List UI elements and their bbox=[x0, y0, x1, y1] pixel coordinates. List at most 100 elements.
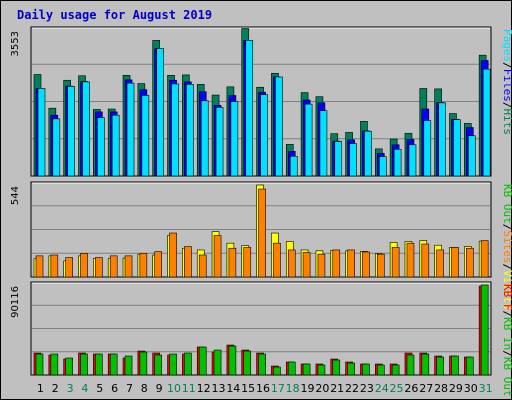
legend-entry: / bbox=[501, 224, 512, 231]
bar-kbytes-kb-in bbox=[480, 284, 489, 376]
bar-kbytes-kb-in bbox=[362, 363, 370, 376]
bar-hits-pages bbox=[260, 94, 268, 177]
bar-hits-pages bbox=[349, 143, 357, 177]
bar-visits-sites bbox=[376, 253, 385, 278]
x-tick-label: 28 bbox=[434, 382, 448, 395]
bar-kbytes-kb-in bbox=[421, 353, 430, 376]
bar-kbytes-kb-in bbox=[302, 363, 311, 376]
bar-visits-sites bbox=[391, 247, 400, 278]
bar-hits-pages bbox=[200, 100, 209, 177]
axis-max-label-hits: 3553 bbox=[10, 31, 21, 56]
bar-hits-pages bbox=[319, 110, 328, 177]
legend-entry: / bbox=[501, 311, 512, 318]
bar-kbytes-kb-in bbox=[50, 353, 59, 376]
bar-kbytes-kb-in bbox=[406, 354, 415, 376]
bar-hits-pages bbox=[156, 48, 165, 177]
x-tick-label: 12 bbox=[197, 382, 211, 395]
x-tick-label: 7 bbox=[126, 382, 133, 395]
bar-visits-sites bbox=[80, 253, 88, 278]
x-tick-label: 17 bbox=[271, 382, 285, 395]
bar-hits-pages bbox=[289, 155, 298, 177]
bar-kbytes-kb-in bbox=[80, 353, 88, 376]
x-tick-label: 10 bbox=[167, 382, 181, 395]
x-tick-label: 13 bbox=[211, 382, 225, 395]
bar-visits-sites bbox=[347, 249, 355, 278]
bar-kbytes-kb-in bbox=[451, 355, 459, 376]
bar-kbytes-kb-in bbox=[317, 364, 326, 376]
x-tick-label: 3 bbox=[67, 382, 74, 395]
bar-visits-sites bbox=[109, 255, 118, 278]
bar-visits-sites bbox=[124, 255, 133, 278]
bar-hits-pages bbox=[82, 81, 90, 177]
x-tick-label: 8 bbox=[141, 382, 148, 395]
bar-hits-pages bbox=[334, 141, 343, 177]
bar-visits-sites bbox=[421, 243, 430, 278]
bar-visits-sites bbox=[273, 242, 281, 278]
bar-visits-sites bbox=[95, 257, 103, 278]
bar-visits-sites bbox=[228, 247, 237, 278]
bar-hits-pages bbox=[378, 156, 387, 177]
legend-entry: KB Out bbox=[501, 357, 512, 397]
bar-hits-pages bbox=[438, 102, 446, 177]
bar-visits-sites bbox=[35, 255, 44, 278]
bar-visits-sites bbox=[154, 251, 163, 278]
bar-hits-pages bbox=[408, 144, 417, 177]
x-tick-label: 22 bbox=[345, 382, 359, 395]
x-tick-label: 6 bbox=[111, 382, 118, 395]
chart-title: Daily usage for August 2019 bbox=[17, 8, 213, 22]
bar-hits-pages bbox=[482, 68, 491, 177]
legend-entry: Hits bbox=[501, 109, 512, 136]
bar-hits-pages bbox=[453, 119, 461, 177]
axis-max-label-kbytes: 90116 bbox=[10, 286, 21, 318]
x-tick-label: 11 bbox=[182, 382, 196, 395]
bar-visits-sites bbox=[258, 188, 266, 278]
bar-kbytes-kb-in bbox=[213, 349, 222, 376]
bar-kbytes-kb-in bbox=[109, 353, 118, 376]
bar-hits-pages bbox=[245, 40, 254, 177]
legend-entry: / bbox=[501, 102, 512, 109]
legend-entry: Visits bbox=[501, 270, 512, 310]
legend-entry: / bbox=[501, 350, 512, 357]
bar-hits-pages bbox=[52, 118, 61, 177]
x-tick-label: 31 bbox=[479, 382, 493, 395]
bar-visits-sites bbox=[65, 257, 73, 278]
bar-kbytes-kb-in bbox=[376, 364, 385, 376]
bar-visits-sites bbox=[198, 254, 207, 278]
bar-visits-sites bbox=[317, 253, 326, 278]
legend-hits: Pages/Files/Hits bbox=[501, 29, 512, 135]
legend-entry: KB In bbox=[501, 317, 512, 350]
bar-hits-pages bbox=[67, 86, 75, 177]
bar-visits-sites bbox=[287, 249, 296, 278]
bar-kbytes-kb-in bbox=[436, 356, 444, 376]
bar-hits-pages bbox=[230, 101, 239, 177]
x-tick-label: 4 bbox=[81, 382, 88, 395]
bar-visits-sites bbox=[169, 232, 177, 278]
legend-kbytes: KB F/KB In/KB Out bbox=[501, 284, 512, 397]
bar-hits-pages bbox=[304, 103, 313, 177]
legend-visits: KB Out/Sites/Visits bbox=[501, 184, 512, 310]
legend-entry: KB F bbox=[501, 284, 512, 311]
bar-visits-sites bbox=[139, 253, 148, 278]
bar-kbytes-kb-in bbox=[243, 350, 252, 376]
x-tick-label: 21 bbox=[330, 382, 344, 395]
bar-hits-pages bbox=[111, 114, 120, 177]
x-tick-label: 16 bbox=[256, 382, 270, 395]
bar-hits-pages bbox=[364, 130, 372, 177]
bar-visits-sites bbox=[466, 247, 474, 278]
legend-entry: Sites bbox=[501, 230, 512, 263]
bar-kbytes-kb-in bbox=[139, 351, 148, 376]
bar-kbytes-kb-in bbox=[65, 357, 73, 376]
bar-kbytes-kb-in bbox=[466, 356, 474, 376]
bar-visits-sites bbox=[332, 249, 341, 278]
bar-kbytes-kb-in bbox=[198, 346, 207, 376]
bar-kbytes-kb-in bbox=[35, 353, 44, 376]
bar-visits-sites bbox=[213, 235, 222, 278]
bar-visits-sites bbox=[480, 240, 489, 278]
bar-kbytes-kb-in bbox=[258, 353, 266, 376]
bar-hits-pages bbox=[97, 117, 105, 177]
legend-entry: / bbox=[501, 264, 512, 271]
legend-entry: Files bbox=[501, 69, 512, 102]
x-tick-label: 27 bbox=[419, 382, 433, 395]
